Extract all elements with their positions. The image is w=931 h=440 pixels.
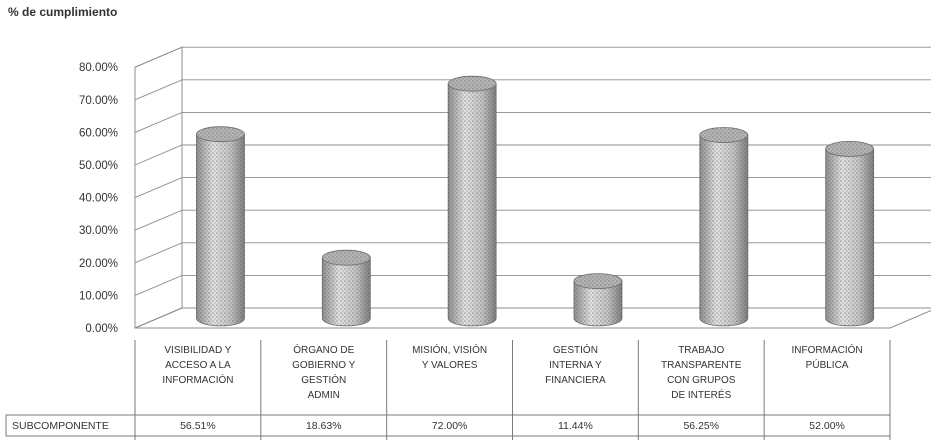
category-label: ÓRGANO DE	[293, 343, 354, 356]
data-label: 52.00%	[809, 420, 845, 432]
category-label: PÚBLICA	[806, 358, 849, 371]
gridline	[134, 111, 931, 133]
y-tick-label: 60.00%	[79, 127, 118, 139]
y-tick-label: 30.00%	[79, 225, 118, 237]
category-label: TRABAJO	[678, 345, 724, 356]
cylinder-top-texture	[699, 127, 748, 143]
cylinder-texture	[322, 257, 371, 326]
category-label: GESTIÓN	[553, 343, 598, 356]
cylinder-top-texture	[825, 141, 874, 157]
data-label: 56.25%	[683, 420, 719, 432]
gridline	[134, 307, 931, 329]
data-table-row	[5, 414, 891, 437]
cylinder-top-texture	[573, 273, 622, 289]
chart-title: % de cumplimiento	[8, 5, 118, 19]
cylinder-top-texture	[322, 250, 371, 266]
gridline	[134, 46, 931, 68]
gridline	[134, 144, 931, 166]
y-tick-label: 70.00%	[79, 95, 118, 107]
y-tick-label: 40.00%	[79, 193, 118, 205]
category-label: Y VALORES	[422, 360, 478, 371]
gridline	[134, 274, 931, 296]
y-tick-label: 50.00%	[79, 160, 118, 172]
y-tick-label: 10.00%	[79, 290, 118, 302]
data-label: 56.51%	[180, 420, 216, 432]
cylinder-texture	[196, 134, 245, 326]
gridline	[134, 79, 931, 101]
category-label: INFORMACIÓN	[792, 343, 863, 356]
category-label: MISIÓN, VISIÓN	[412, 343, 487, 356]
gridline	[134, 177, 931, 199]
category-label: ADMIN	[308, 390, 340, 401]
y-tick-label: 80.00%	[79, 62, 118, 74]
category-label: INTERNA Y	[549, 360, 602, 371]
category-label: CON GRUPOS	[667, 375, 736, 386]
cylinder-texture	[825, 148, 874, 326]
data-label: 18.63%	[306, 420, 342, 432]
category-label: VISIBILIDAD Y	[164, 345, 231, 356]
y-tick-label: 20.00%	[79, 258, 118, 270]
gridline	[134, 209, 931, 231]
y-tick-label: 0.00%	[85, 323, 118, 335]
category-label: DE INTERÉS	[671, 388, 731, 401]
cylinder-top-texture	[448, 76, 497, 92]
gridline	[134, 242, 931, 264]
cylinder-texture	[448, 83, 497, 326]
category-label: ACCESO A LA	[165, 360, 231, 371]
category-label: FINANCIERA	[545, 375, 606, 386]
cylinder-texture	[573, 281, 622, 326]
category-label: GOBIERNO Y	[292, 360, 355, 371]
data-label: 11.44%	[558, 420, 593, 432]
data-label: 72.00%	[432, 420, 468, 432]
cylinder-texture	[699, 135, 748, 326]
category-label: INFORMACIÓN	[162, 373, 233, 386]
category-label: TRANSPARENTE	[661, 360, 742, 371]
category-label: GESTIÓN	[301, 373, 346, 386]
floor	[134, 307, 931, 329]
series-name: SUBCOMPONENTE	[12, 420, 109, 432]
cylinder-top-texture	[196, 126, 245, 142]
